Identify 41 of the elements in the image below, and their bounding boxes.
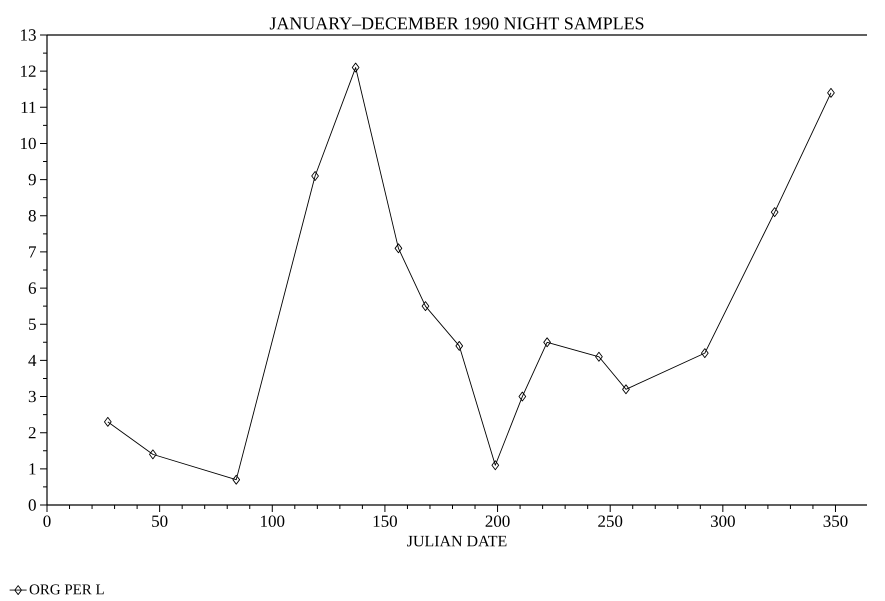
y-tick-label: 6 xyxy=(28,282,36,294)
point xyxy=(770,207,778,218)
x-tick-label: 100 xyxy=(261,515,284,527)
point xyxy=(394,243,402,254)
x-tick-label: 350 xyxy=(824,515,848,527)
point xyxy=(422,301,430,312)
point xyxy=(543,337,551,348)
y-tick-label: 11 xyxy=(22,102,36,113)
y-tick-label: 4 xyxy=(28,354,36,366)
chart-title: JANUARY–DECEMBER 1990 NIGHT SAMPLES xyxy=(270,17,644,30)
point xyxy=(518,392,526,402)
legend-label: ORG PER L xyxy=(30,584,104,594)
y-tick-label: 13 xyxy=(21,29,36,41)
y-tick-label: 5 xyxy=(29,318,36,330)
x-axis-title: JULIAN DATE xyxy=(407,536,506,546)
y-tick-label: 1 xyxy=(30,463,36,474)
y-tick-label: 8 xyxy=(28,210,36,222)
x-tick-label: 0 xyxy=(43,515,51,527)
point xyxy=(455,340,464,351)
x-tick-label: 200 xyxy=(486,515,510,527)
y-tick-label: 0 xyxy=(28,499,36,511)
y-tick-label: 10 xyxy=(21,138,36,150)
point xyxy=(701,348,709,358)
point xyxy=(352,62,360,72)
x-tick-label: 250 xyxy=(598,515,622,527)
point xyxy=(104,416,112,427)
x-tick-label: 50 xyxy=(152,515,168,527)
point xyxy=(827,88,835,98)
x-tick-label: 150 xyxy=(374,515,397,527)
y-tick-label: 2 xyxy=(28,427,36,438)
point xyxy=(149,449,157,460)
x-tick-label: 300 xyxy=(710,515,735,527)
y-tick-label: 3 xyxy=(28,390,36,402)
y-tick-label: 9 xyxy=(28,174,36,186)
point xyxy=(622,384,630,394)
y-tick-label: 7 xyxy=(29,246,36,258)
point xyxy=(232,474,240,485)
point xyxy=(491,460,500,470)
point xyxy=(595,352,603,362)
point xyxy=(311,171,319,181)
y-tick-label: 12 xyxy=(21,66,36,77)
